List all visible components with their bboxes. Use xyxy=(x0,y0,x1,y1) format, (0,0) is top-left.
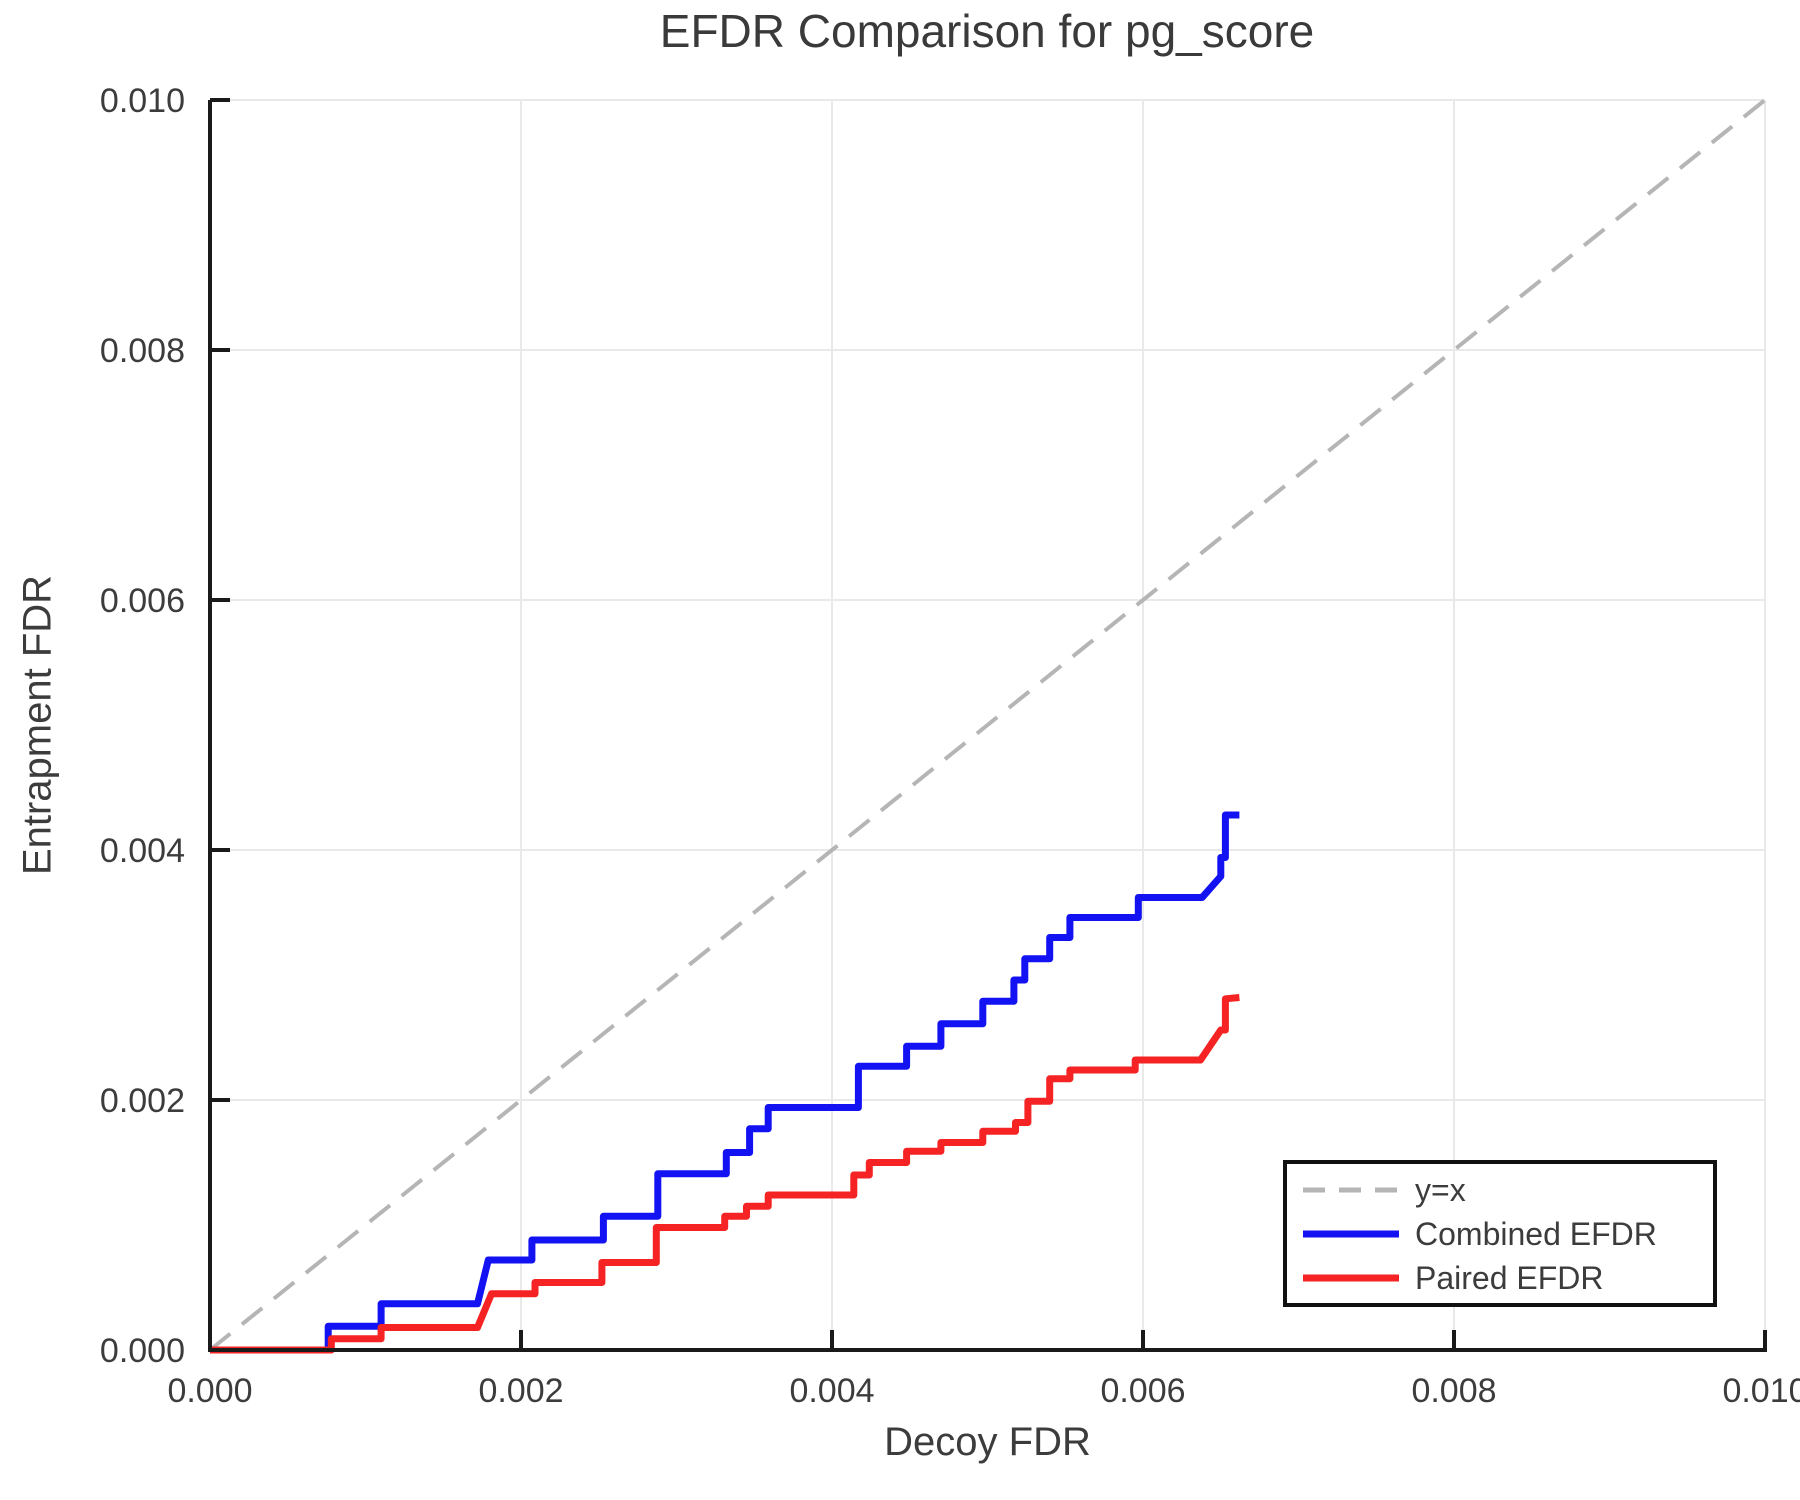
combined-line-sample-icon xyxy=(1303,1230,1399,1237)
paired-efdr-line xyxy=(210,994,1240,1354)
y-tick-label: 0.004 xyxy=(100,832,185,870)
identity-line-sample-icon xyxy=(1303,1187,1399,1192)
combined-efdr-line xyxy=(210,811,1240,1354)
identity-line xyxy=(208,98,1767,1352)
y-tick-label: 0.008 xyxy=(100,332,185,370)
y-tick-label: 0.006 xyxy=(100,582,185,620)
x-tick-label: 0.006 xyxy=(1100,1372,1185,1410)
paired-line-sample-icon xyxy=(1303,1274,1399,1281)
legend: y=x Combined EFDR Paired EFDR xyxy=(1283,1160,1717,1307)
legend-entry-identity: y=x xyxy=(1303,1168,1713,1212)
legend-entry-paired: Paired EFDR xyxy=(1303,1256,1713,1300)
x-tick-label: 0.000 xyxy=(167,1372,252,1410)
y-tick-label: 0.000 xyxy=(100,1332,185,1370)
chart-title: EFDR Comparison for pg_score xyxy=(659,5,1315,57)
legend-entry-combined: Combined EFDR xyxy=(1303,1212,1713,1256)
x-axis-label: Decoy FDR xyxy=(884,1420,1091,1464)
x-tick-label: 0.002 xyxy=(478,1372,563,1410)
x-tick-label: 0.004 xyxy=(789,1372,874,1410)
legend-label-paired: Paired EFDR xyxy=(1415,1259,1604,1296)
y-tick-label: 0.002 xyxy=(100,1082,185,1120)
y-tick-label: 0.010 xyxy=(100,82,185,120)
legend-label-combined: Combined EFDR xyxy=(1415,1215,1657,1252)
x-tick-label: 0.010 xyxy=(1722,1372,1800,1410)
x-tick-label: 0.008 xyxy=(1411,1372,1496,1410)
y-axis-label: Entrapment FDR xyxy=(15,574,60,876)
legend-label-identity: y=x xyxy=(1415,1171,1466,1208)
